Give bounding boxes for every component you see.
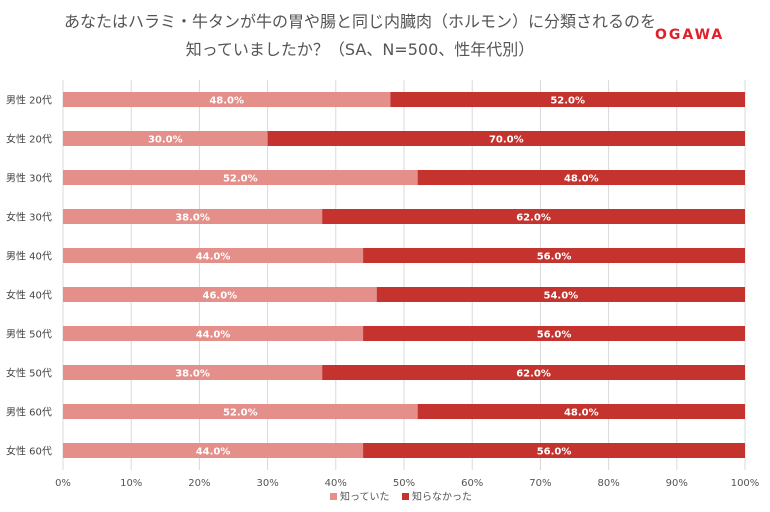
bar-segment: [63, 131, 268, 146]
data-label: 56.0%: [537, 330, 572, 341]
bar-segment: [390, 92, 745, 107]
x-tick-label: 50%: [393, 478, 415, 489]
bar-segment: [63, 287, 377, 302]
category-label: 男性 60代: [6, 406, 52, 419]
legend-label: 知らなかった: [412, 490, 472, 503]
x-tick-label: 0%: [55, 478, 71, 489]
category-label: 男性 40代: [6, 250, 52, 263]
chart-title: あなたはハラミ・牛タンが牛の胃や腸と同じ内臓肉（ホルモン）に分類されるのを 知っ…: [60, 8, 660, 64]
data-label: 52.0%: [223, 408, 258, 419]
bar-segment: [417, 170, 745, 185]
legend-swatch: [330, 493, 337, 500]
category-label: 女性 20代: [6, 133, 52, 146]
data-label: 48.0%: [564, 174, 599, 185]
data-label: 70.0%: [489, 135, 524, 146]
bar-segment: [322, 365, 745, 380]
legend-swatch: [402, 493, 409, 500]
data-label: 44.0%: [196, 252, 231, 263]
data-label: 44.0%: [196, 447, 231, 458]
data-label: 38.0%: [175, 369, 210, 380]
category-label: 女性 30代: [6, 211, 52, 224]
x-tick-label: 90%: [666, 478, 688, 489]
bar-segment: [63, 404, 418, 419]
bar-segment: [267, 131, 745, 146]
bar-segment: [417, 404, 745, 419]
data-label: 62.0%: [516, 369, 551, 380]
bar-segment: [63, 170, 418, 185]
data-label: 48.0%: [209, 96, 244, 107]
x-tick-label: 40%: [325, 478, 347, 489]
category-label: 男性 50代: [6, 328, 52, 341]
data-label: 48.0%: [564, 408, 599, 419]
x-tick-label: 80%: [597, 478, 619, 489]
data-label: 56.0%: [537, 447, 572, 458]
ogawa-logo: OGAWA: [655, 27, 725, 43]
x-tick-label: 10%: [120, 478, 142, 489]
data-label: 56.0%: [537, 252, 572, 263]
chart-title-line2: 知っていましたか？（SA、N=500、性年代別）: [185, 40, 535, 59]
category-label: 女性 50代: [6, 367, 52, 380]
bar-segment: [363, 326, 745, 341]
data-label: 44.0%: [196, 330, 231, 341]
data-label: 62.0%: [516, 213, 551, 224]
data-label: 52.0%: [223, 174, 258, 185]
legend-label: 知っていた: [340, 490, 390, 503]
data-label: 52.0%: [550, 96, 585, 107]
bar-segment: [63, 209, 323, 224]
data-label: 54.0%: [544, 291, 579, 302]
bar-segment: [363, 443, 745, 458]
bar-segment: [63, 92, 391, 107]
x-tick-label: 70%: [529, 478, 551, 489]
bar-segment: [376, 287, 745, 302]
category-label: 女性 40代: [6, 289, 52, 302]
bar-segment: [63, 443, 364, 458]
category-label: 男性 20代: [6, 94, 52, 107]
data-label: 30.0%: [148, 135, 183, 146]
bar-segment: [322, 209, 745, 224]
bar-segment: [63, 248, 364, 263]
bar-segment: [363, 248, 745, 263]
chart-title-line1: あなたはハラミ・牛タンが牛の胃や腸と同じ内臓肉（ホルモン）に分類されるのを: [63, 12, 656, 31]
x-tick-label: 20%: [188, 478, 210, 489]
bar-segment: [63, 365, 323, 380]
category-label: 男性 30代: [6, 172, 52, 185]
x-tick-label: 30%: [256, 478, 278, 489]
data-label: 46.0%: [203, 291, 238, 302]
data-label: 38.0%: [175, 213, 210, 224]
x-tick-label: 60%: [461, 478, 483, 489]
bar-segment: [63, 326, 364, 341]
category-label: 女性 60代: [6, 445, 52, 458]
x-tick-label: 100%: [731, 478, 760, 489]
